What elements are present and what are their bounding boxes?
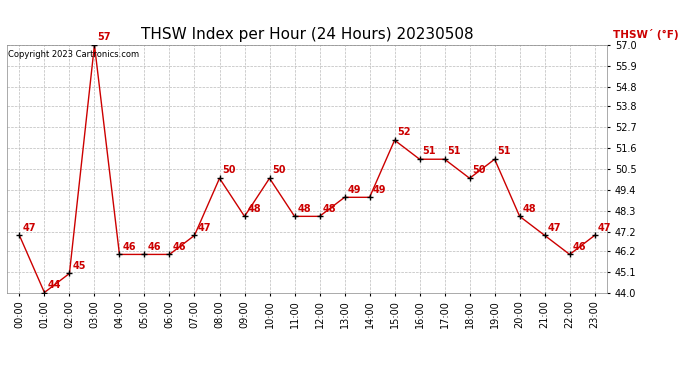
Text: 49: 49 <box>373 184 386 195</box>
Text: 51: 51 <box>497 147 511 156</box>
Text: Copyright 2023 Cartronics.com: Copyright 2023 Cartronics.com <box>8 50 139 59</box>
Text: 46: 46 <box>122 242 136 252</box>
Title: THSW Index per Hour (24 Hours) 20230508: THSW Index per Hour (24 Hours) 20230508 <box>141 27 473 42</box>
Text: 46: 46 <box>573 242 586 252</box>
Text: 50: 50 <box>473 165 486 176</box>
Text: 50: 50 <box>273 165 286 176</box>
Text: THSW´ (°F): THSW´ (°F) <box>613 29 679 40</box>
Text: 47: 47 <box>22 223 36 232</box>
Text: 50: 50 <box>222 165 236 176</box>
Text: 47: 47 <box>598 223 611 232</box>
Text: 57: 57 <box>97 32 110 42</box>
Text: 48: 48 <box>522 204 536 214</box>
Text: 48: 48 <box>297 204 311 214</box>
Text: 47: 47 <box>197 223 210 232</box>
Text: 46: 46 <box>147 242 161 252</box>
Text: 51: 51 <box>447 147 461 156</box>
Text: 44: 44 <box>47 280 61 290</box>
Text: 48: 48 <box>247 204 261 214</box>
Text: 45: 45 <box>72 261 86 271</box>
Text: 47: 47 <box>547 223 561 232</box>
Text: 46: 46 <box>172 242 186 252</box>
Text: 49: 49 <box>347 184 361 195</box>
Text: 52: 52 <box>397 128 411 137</box>
Text: 51: 51 <box>422 147 436 156</box>
Text: 48: 48 <box>322 204 336 214</box>
